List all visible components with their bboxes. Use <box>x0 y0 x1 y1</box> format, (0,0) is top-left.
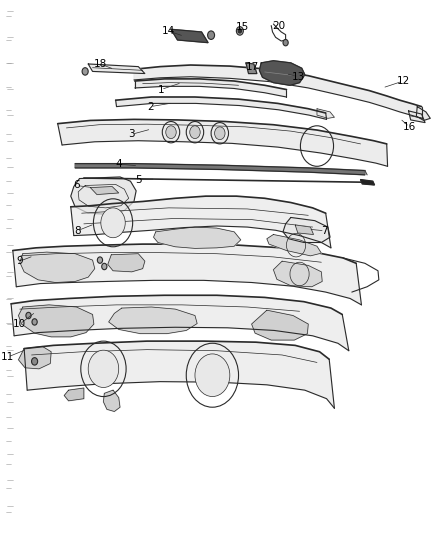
Polygon shape <box>153 227 240 248</box>
Polygon shape <box>108 254 145 272</box>
Circle shape <box>214 127 225 140</box>
Text: 11: 11 <box>1 352 14 362</box>
Circle shape <box>32 358 38 365</box>
Polygon shape <box>57 119 387 166</box>
Polygon shape <box>294 225 313 235</box>
Text: 2: 2 <box>147 102 153 111</box>
Text: 20: 20 <box>272 21 285 30</box>
Text: 15: 15 <box>235 22 248 31</box>
Text: 4: 4 <box>116 159 122 169</box>
Circle shape <box>82 68 88 75</box>
Text: 3: 3 <box>128 130 135 139</box>
Polygon shape <box>245 63 256 74</box>
Text: 18: 18 <box>93 59 106 69</box>
Text: 12: 12 <box>396 76 409 86</box>
Polygon shape <box>415 107 429 120</box>
Polygon shape <box>75 164 364 175</box>
Circle shape <box>26 312 31 319</box>
Circle shape <box>166 126 176 139</box>
Circle shape <box>283 39 288 46</box>
Polygon shape <box>266 235 321 256</box>
Polygon shape <box>109 307 197 334</box>
Polygon shape <box>71 196 330 248</box>
Circle shape <box>237 29 241 33</box>
Circle shape <box>194 354 230 397</box>
Polygon shape <box>88 64 145 74</box>
Circle shape <box>101 208 125 238</box>
Polygon shape <box>64 388 84 401</box>
Polygon shape <box>259 61 304 85</box>
Polygon shape <box>134 65 420 118</box>
Circle shape <box>207 31 214 39</box>
Polygon shape <box>134 79 286 97</box>
Polygon shape <box>408 111 424 123</box>
Text: 16: 16 <box>402 122 415 132</box>
Polygon shape <box>316 109 334 118</box>
Polygon shape <box>71 177 136 214</box>
Text: 8: 8 <box>74 226 81 236</box>
Circle shape <box>189 126 200 139</box>
Polygon shape <box>283 217 329 243</box>
Circle shape <box>32 319 37 325</box>
Polygon shape <box>171 29 208 43</box>
Circle shape <box>102 263 107 270</box>
Text: 7: 7 <box>321 226 327 236</box>
Polygon shape <box>115 97 326 119</box>
Polygon shape <box>24 341 334 408</box>
Text: 13: 13 <box>291 72 304 82</box>
Polygon shape <box>18 346 51 369</box>
Text: 5: 5 <box>135 175 141 184</box>
Polygon shape <box>273 261 321 287</box>
Polygon shape <box>13 244 360 305</box>
Polygon shape <box>103 390 120 411</box>
Text: 10: 10 <box>13 319 26 329</box>
Polygon shape <box>11 295 348 351</box>
Text: 6: 6 <box>73 181 80 190</box>
Text: 9: 9 <box>17 256 23 266</box>
Text: 17: 17 <box>245 62 258 71</box>
Circle shape <box>97 257 102 263</box>
Circle shape <box>236 27 243 35</box>
Polygon shape <box>360 180 374 185</box>
Polygon shape <box>90 187 118 195</box>
Text: 14: 14 <box>161 26 174 36</box>
Polygon shape <box>20 252 95 282</box>
Polygon shape <box>18 305 94 337</box>
Text: 1: 1 <box>157 85 164 94</box>
Circle shape <box>88 350 118 387</box>
Polygon shape <box>251 310 307 340</box>
